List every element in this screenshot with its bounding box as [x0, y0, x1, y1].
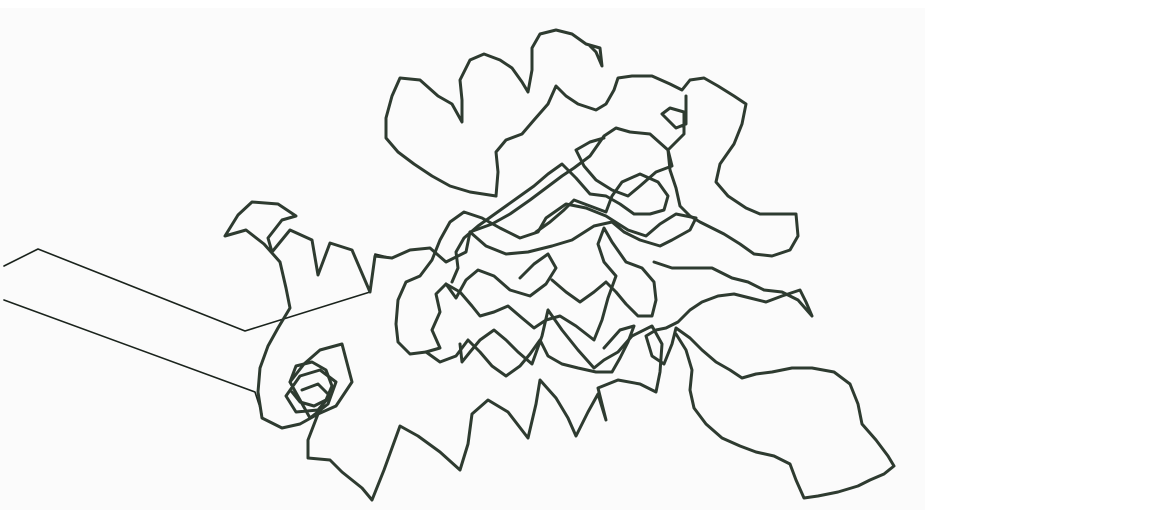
backbone-segment-left-lobe — [223, 200, 394, 430]
backbone-segment-top — [384, 28, 604, 198]
backbone-segment-inner-loop — [288, 360, 334, 408]
backbone-segment-top-right — [494, 74, 800, 258]
backbone-segment-core-d — [424, 324, 636, 378]
backbone-segment-core-c — [444, 226, 658, 342]
tail-strand-lower — [3, 299, 263, 415]
backbone-segment-right-arm — [644, 260, 896, 500]
tail-strand-upper — [3, 248, 393, 332]
backbone-segment-bottom — [306, 308, 664, 502]
backbone-segment-core-b — [394, 202, 698, 356]
backbone-segment-core-e — [450, 162, 670, 284]
backbone-segment-core-a — [390, 126, 674, 264]
